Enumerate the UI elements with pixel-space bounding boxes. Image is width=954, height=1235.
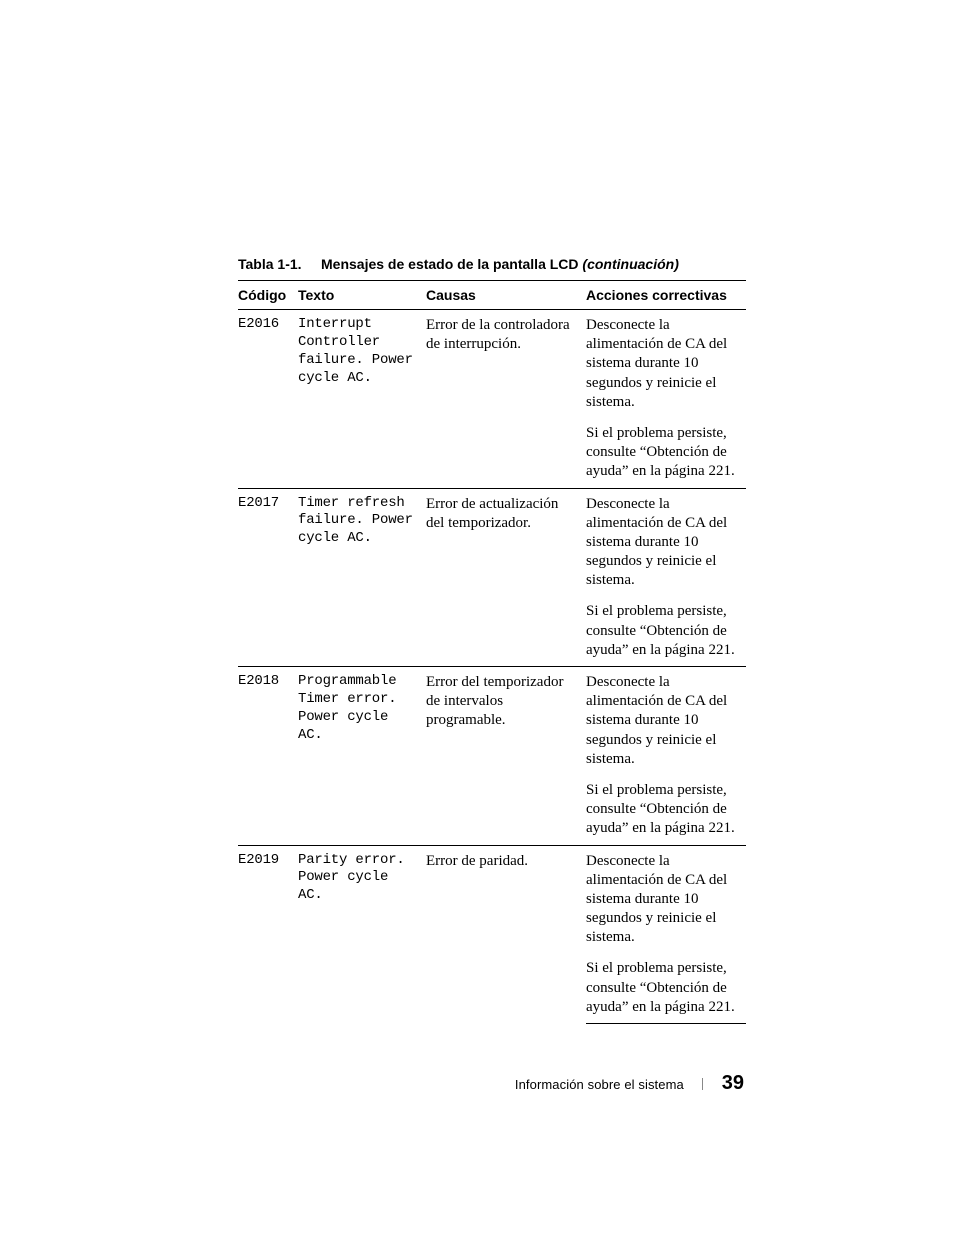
cell-text: Interrupt Controller failure. Power cycl… — [298, 310, 426, 489]
cell-code: E2018 — [238, 667, 298, 846]
page-footer: Información sobre el sistema 39 — [0, 1072, 954, 1095]
table-row: E2016 Interrupt Controller failure. Powe… — [238, 310, 746, 418]
cell-code: E2017 — [238, 488, 298, 667]
cell-text: Programmable Timer error. Power cycle AC… — [298, 667, 426, 846]
table-header-row: Código Texto Causas Acciones correctivas — [238, 281, 746, 310]
cell-cause: Error de actualización del temporizador. — [426, 488, 586, 667]
cell-code: E2016 — [238, 310, 298, 489]
cell-text: Parity error. Power cycle AC. — [298, 845, 426, 1024]
col-header-text: Texto — [298, 281, 426, 310]
cell-action: Desconecte la alimentación de CA del sis… — [586, 488, 746, 596]
table-row: E2018 Programmable Timer error. Power cy… — [238, 667, 746, 775]
cell-action: Si el problema persiste, consulte “Obten… — [586, 953, 746, 1023]
cell-cause: Error del temporizador de intervalos pro… — [426, 667, 586, 846]
footer-separator — [702, 1078, 703, 1090]
table-caption: Tabla 1-1. Mensajes de estado de la pant… — [238, 256, 744, 272]
col-header-code: Código — [238, 281, 298, 310]
cell-action: Desconecte la alimentación de CA del sis… — [586, 845, 746, 953]
cell-text: Timer refresh failure. Power cycle AC. — [298, 488, 426, 667]
lcd-messages-table: Código Texto Causas Acciones correctivas… — [238, 280, 746, 1024]
col-header-causes: Causas — [426, 281, 586, 310]
table-row: E2019 Parity error. Power cycle AC. Erro… — [238, 845, 746, 953]
cell-cause: Error de la controladora de interrupción… — [426, 310, 586, 489]
footer-section-label: Información sobre el sistema — [515, 1077, 684, 1092]
cell-action: Si el problema persiste, consulte “Obten… — [586, 596, 746, 666]
caption-suffix: (continuación) — [582, 256, 678, 272]
footer-page-number: 39 — [722, 1072, 744, 1094]
caption-title: Mensajes de estado de la pantalla LCD — [321, 256, 579, 272]
caption-prefix: Tabla 1-1. — [238, 256, 302, 272]
document-page: Tabla 1-1. Mensajes de estado de la pant… — [0, 0, 954, 1235]
cell-action: Desconecte la alimentación de CA del sis… — [586, 310, 746, 418]
table-row: E2017 Timer refresh failure. Power cycle… — [238, 488, 746, 596]
cell-action: Si el problema persiste, consulte “Obten… — [586, 418, 746, 488]
col-header-actions: Acciones correctivas — [586, 281, 746, 310]
cell-action: Desconecte la alimentación de CA del sis… — [586, 667, 746, 775]
cell-action: Si el problema persiste, consulte “Obten… — [586, 775, 746, 845]
cell-cause: Error de paridad. — [426, 845, 586, 1024]
cell-code: E2019 — [238, 845, 298, 1024]
